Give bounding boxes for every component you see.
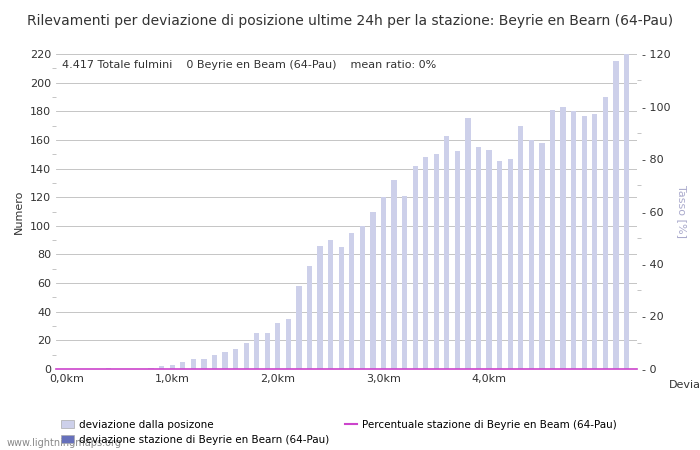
Bar [528,140,534,369]
Bar [497,162,503,369]
Bar [233,349,238,369]
Bar [381,197,386,369]
Bar [402,196,407,369]
Bar [444,135,449,369]
Bar [190,359,196,369]
Bar [476,147,481,369]
Bar [423,157,428,369]
Bar [370,212,375,369]
Y-axis label: Numero: Numero [14,189,24,234]
Bar [466,118,470,369]
Bar [148,368,154,369]
Legend: deviazione dalla posizone, deviazione stazione di Beyrie en Bearn (64-Pau), Perc: deviazione dalla posizone, deviazione st… [61,419,617,445]
Bar [328,240,333,369]
Bar [391,180,397,369]
Bar [339,248,344,369]
Bar [508,158,513,369]
Text: Deviazioni: Deviazioni [668,380,700,390]
Text: 4.417 Totale fulmini    0 Beyrie en Beam (64-Pau)    mean ratio: 0%: 4.417 Totale fulmini 0 Beyrie en Beam (6… [62,60,436,70]
Bar [571,111,576,369]
Bar [613,61,619,369]
Bar [180,362,186,369]
Bar [307,266,312,369]
Bar [265,333,270,369]
Bar [360,226,365,369]
Bar [349,233,354,369]
Text: Rilevamenti per deviazione di posizione ultime 24h per la stazione: Beyrie en Be: Rilevamenti per deviazione di posizione … [27,14,673,27]
Bar [603,97,608,369]
Bar [212,355,217,369]
Bar [159,366,164,369]
Bar [486,150,491,369]
Bar [244,343,248,369]
Bar [433,154,439,369]
Bar [592,114,597,369]
Bar [296,286,302,369]
Bar [539,143,545,369]
Bar [518,126,524,369]
Bar [202,359,206,369]
Bar [275,323,281,369]
Bar [582,116,587,369]
Bar [455,151,460,369]
Y-axis label: Tasso [%]: Tasso [%] [677,185,687,238]
Bar [223,352,228,369]
Bar [561,107,566,369]
Bar [624,54,629,369]
Bar [412,166,418,369]
Bar [550,110,555,369]
Bar [254,333,260,369]
Bar [286,319,291,369]
Bar [169,364,175,369]
Bar [317,246,323,369]
Bar [106,368,111,369]
Text: www.lightningmaps.org: www.lightningmaps.org [7,438,122,448]
